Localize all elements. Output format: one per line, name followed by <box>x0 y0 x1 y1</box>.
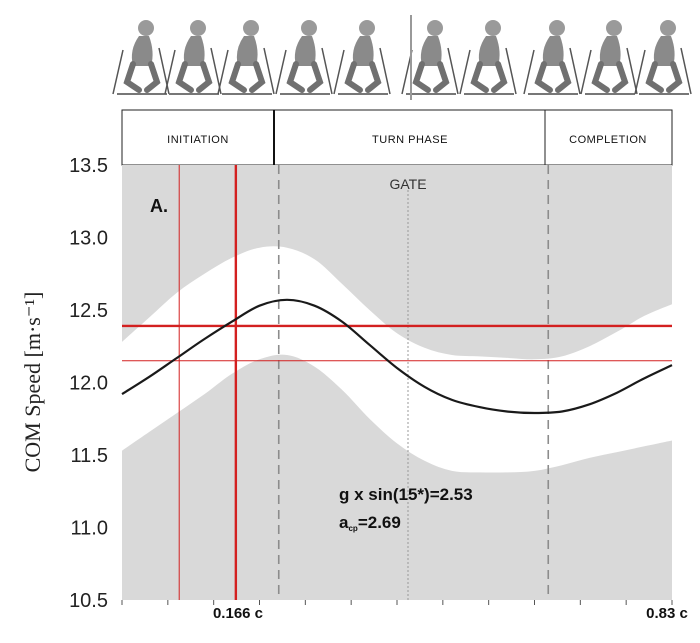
gate-label: GATE <box>389 176 426 192</box>
y-axis-label: COM Speed [m·s⁻¹] <box>20 292 45 473</box>
skier-figure <box>580 20 638 95</box>
gravity-annotation: g x sin(15*)=2.53 <box>339 485 473 504</box>
skier-figure <box>523 20 581 95</box>
y-tick-label: 12.5 <box>69 300 108 322</box>
panel-label: A. <box>150 196 168 216</box>
phase-initiation-label: INITIATION <box>167 134 229 146</box>
mean-speed-curve <box>121 298 673 415</box>
skier-figure <box>459 20 517 95</box>
skier-figure <box>112 20 170 95</box>
skier-figure <box>275 20 333 95</box>
phase-turn-label: TURN PHASE <box>372 134 448 146</box>
skier-figure <box>333 20 391 95</box>
acp-subscript: cp <box>348 524 357 533</box>
y-tick-label: 13.0 <box>69 228 108 250</box>
phase-dividers <box>277 165 550 600</box>
phase-completion-label: COMPLETION <box>569 134 647 146</box>
skier-figure <box>634 20 692 95</box>
y-tick-label: 10.5 <box>69 590 108 612</box>
x-marker-083: 0.83 c <box>646 605 688 622</box>
y-tick-label: 11.0 <box>71 518 108 540</box>
x-axis-ticks <box>121 600 673 605</box>
skier-figure <box>401 20 459 95</box>
y-tick-label: 12.0 <box>69 373 108 395</box>
acp-symbol: a <box>339 513 349 532</box>
y-axis-ticks: 13.5 13.0 12.5 12.0 11.5 11.0 10.5 <box>69 155 108 612</box>
skier-figure <box>164 20 222 95</box>
skier-figure <box>217 20 275 95</box>
y-tick-label: 11.5 <box>71 445 108 467</box>
acp-value: =2.69 <box>358 513 401 532</box>
x-marker-0166: 0.166 c <box>213 605 263 622</box>
phase-header: INITIATION TURN PHASE COMPLETION <box>121 109 673 166</box>
reference-lines <box>122 165 672 600</box>
variability-band <box>122 246 672 473</box>
skier-sequence-illustration <box>112 20 692 95</box>
y-tick-label: 13.5 <box>69 155 108 177</box>
acp-annotation: acp=2.69 <box>339 513 401 533</box>
